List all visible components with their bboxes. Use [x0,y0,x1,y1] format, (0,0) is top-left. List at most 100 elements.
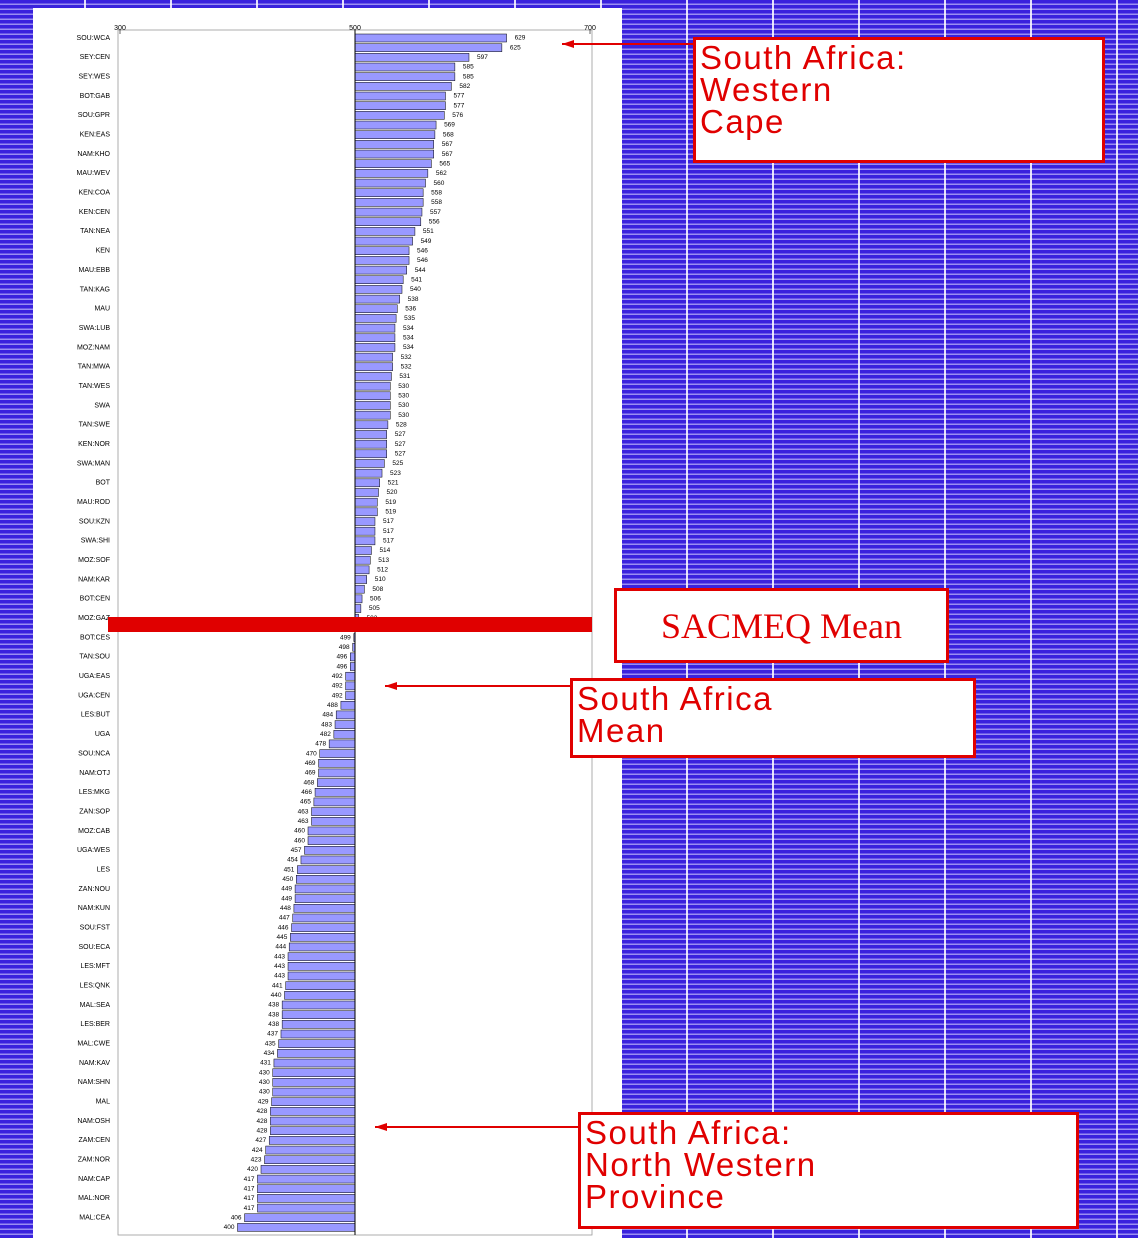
category-label: TAN:WES [79,383,111,390]
bar [257,1174,356,1184]
category-label: NAM:KAV [79,1060,110,1067]
bar [354,111,445,120]
bar [354,594,363,604]
value-label: 582 [459,83,470,90]
bar [272,1078,356,1087]
category-label: UGA:WES [77,847,110,854]
bar [272,1087,356,1097]
bar [354,149,434,159]
category-label: SWA [94,402,110,409]
bar [354,565,370,575]
value-label: 446 [278,924,289,931]
bar [270,1126,356,1135]
value-label: 521 [388,480,399,487]
value-label: 437 [267,1031,278,1038]
value-label: 434 [264,1050,275,1057]
bar [354,120,437,130]
bar [354,381,391,391]
bar [354,468,383,478]
value-label: 517 [383,528,394,535]
value-label: 557 [430,209,441,216]
category-label: LES:BER [80,1021,110,1028]
category-label: MAU:ROD [77,499,110,506]
bar [354,53,470,62]
value-label: 558 [431,189,442,196]
value-label: 523 [390,470,401,477]
bar [354,459,385,468]
category-label: SWA:MAN [77,460,110,467]
value-label: 492 [332,692,343,699]
bar [281,1010,356,1019]
value-label: 534 [403,334,414,341]
bar [354,91,446,101]
category-label: TAN:KAG [80,286,110,293]
category-label: BOT:GAB [80,93,111,100]
value-label: 496 [336,654,347,661]
bar [280,1029,356,1039]
category-label: SOU:WCA [77,35,111,42]
value-label: 531 [399,373,410,380]
category-label: BOT [96,480,111,487]
bar [354,526,376,536]
value-label: 438 [268,1002,279,1009]
category-label: SEY:WES [78,74,110,81]
value-label: 597 [477,54,488,61]
bar [354,130,436,139]
category-label: ZAN:SOP [79,808,110,815]
value-label: 420 [247,1166,258,1173]
value-label: 544 [415,267,426,274]
value-label: 527 [395,441,406,448]
bar [345,691,356,700]
value-label: 438 [268,1011,279,1018]
category-label: UGA:CEN [78,692,110,699]
value-label: 483 [321,721,332,728]
category-label: SEY:CEN [80,54,110,61]
category-label: UGA:EAS [79,673,110,680]
bar [350,662,356,671]
bar [354,294,400,304]
value-label: 463 [298,818,309,825]
value-label: 534 [403,344,414,351]
category-label: TAN:SOU [79,654,110,661]
value-label: 435 [265,1040,276,1047]
value-label: 449 [281,886,292,893]
value-label: 428 [257,1108,268,1115]
value-label: 457 [291,847,302,854]
bar [354,507,378,517]
value-label: 465 [300,799,311,806]
category-label: MOZ:SOF [78,557,110,564]
annotation: South Africa: Western Cape [693,37,1105,163]
bar [287,962,356,971]
bar [311,817,356,826]
category-label: MOZ:GAZ [78,615,111,622]
value-label: 508 [372,586,383,593]
category-label: MOZ:NAM [77,344,110,351]
value-label: 496 [336,663,347,670]
value-label: 406 [231,1214,242,1221]
bar [307,836,356,845]
value-label: 430 [259,1069,270,1076]
bar [354,488,379,497]
value-label: 530 [398,412,409,419]
value-label: 482 [320,731,331,738]
bar [270,1107,356,1116]
value-label: 513 [378,557,389,564]
bar [318,759,356,768]
category-label: NAM:KAR [78,576,110,583]
bar [340,700,356,710]
category-label: ZAN:NOU [79,886,111,893]
value-label: 530 [398,383,409,390]
bar [328,739,356,749]
value-label: 488 [327,702,338,709]
bar [354,33,507,43]
bar [307,826,356,836]
value-label: 470 [306,750,317,757]
value-label: 512 [377,567,388,574]
bar [318,768,356,778]
value-label: 532 [401,363,412,370]
bar [264,1155,356,1164]
bar [272,1068,356,1077]
category-label: ZAM:NOR [78,1157,110,1164]
value-label: 541 [411,276,422,283]
bar [354,72,456,81]
